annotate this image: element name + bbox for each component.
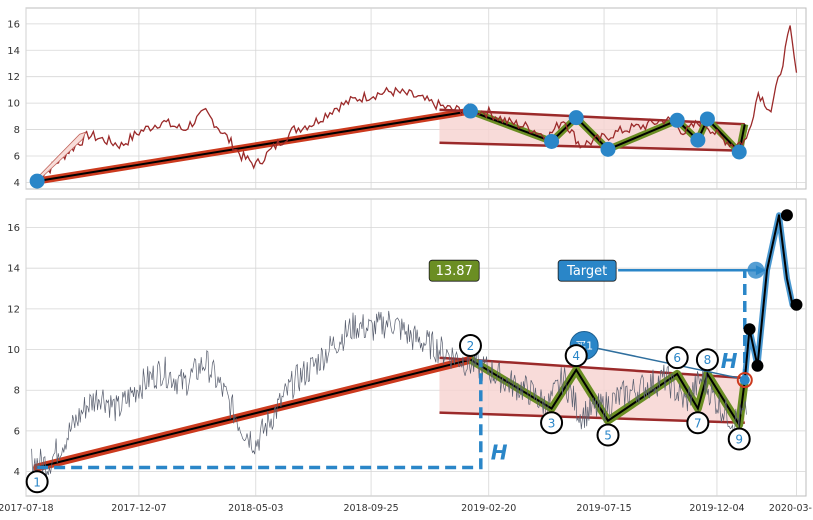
h-right-label: H: [721, 349, 738, 373]
bottom-xtick-label: 2019-07-15: [576, 503, 631, 514]
pivot-point-7: [686, 411, 710, 435]
bottom-ytick-label: 14: [7, 264, 20, 275]
pivot-point-9: [727, 427, 751, 451]
top-ytick-label: 16: [7, 19, 20, 30]
breakout-black-point: [780, 209, 793, 222]
pivot-label-9: 9: [735, 433, 743, 447]
bottom-zigzag-core: [469, 358, 746, 428]
bottom-ytick-label: 4: [14, 467, 20, 478]
breakout-black-point: [751, 359, 764, 372]
top-pivot-marker: [690, 132, 706, 148]
bottom-xtick-label: 2018-05-03: [228, 503, 283, 514]
pivot-point-6: [665, 346, 689, 370]
top-pivot-marker: [544, 133, 560, 149]
pivot-label-8: 8: [704, 353, 712, 367]
pivot-label-6: 6: [673, 351, 681, 365]
bottom-ytick-label: 8: [14, 386, 20, 397]
bottom-ytick-label: 10: [7, 345, 20, 356]
bottom-price-line: [31, 310, 747, 479]
top-pivot-marker: [699, 111, 715, 127]
bottom-trend-core-line: [36, 358, 471, 469]
breakout-core-line: [743, 214, 797, 381]
bottom-xtick-label: 2017-07-18: [0, 503, 54, 514]
bottom-xtick-label: 2019-12-04: [689, 503, 744, 514]
bottom-ytick-label: 16: [7, 223, 20, 234]
target-box: [557, 259, 617, 282]
pivot-point-4: [564, 344, 588, 368]
pivot-label-1: 1: [33, 475, 41, 489]
top-ytick-label: 10: [7, 99, 20, 110]
pivot-point-5: [596, 423, 620, 447]
top-pivot-marker: [462, 103, 478, 119]
bottom-flag-upper-line: [439, 356, 745, 380]
top-ytick-label: 14: [7, 46, 20, 57]
pivot-label-4: 4: [572, 349, 580, 363]
buy-entry-ring: [736, 372, 753, 389]
bottom-xtick-label: 2017-12-07: [111, 503, 166, 514]
bottom-xtick-label: 2019-02-20: [461, 503, 516, 514]
h-left-label: H: [491, 441, 508, 465]
buy-entry-dot: [739, 375, 750, 386]
top-pivot-marker: [29, 173, 45, 189]
pivot-label-7: 7: [694, 416, 702, 430]
breakout-black-point: [743, 323, 756, 336]
pivot-label-3: 3: [548, 416, 556, 430]
top-flag-lower-line: [439, 141, 745, 152]
top-pivot-marker: [669, 112, 685, 128]
top-pivot-marker: [568, 110, 584, 126]
bottom-xtick-label: 2018-09-25: [343, 503, 398, 514]
bottom-xtick-label: 2020-03-13: [769, 503, 813, 514]
pivot-label-5: 5: [604, 428, 612, 442]
value-box: [428, 259, 480, 282]
top-ytick-label: 4: [14, 178, 20, 189]
top-pivot-marker: [600, 141, 616, 157]
pivot-point-8: [695, 348, 719, 372]
top-ytick-label: 8: [14, 125, 20, 136]
h-left-dashed-line: [37, 359, 483, 470]
top-ytick-label: 12: [7, 72, 20, 83]
bottom-ytick-label: 6: [14, 426, 20, 437]
pivot-point-1: [25, 470, 49, 494]
bottom-plot-frame: [25, 198, 807, 497]
value-box-label: 13.87: [436, 264, 473, 279]
top-ytick-label: 6: [14, 151, 20, 162]
breakout-black-point: [790, 298, 803, 311]
target-label: Target: [566, 264, 607, 279]
top-pivot-marker: [731, 144, 747, 160]
bottom-ytick-label: 12: [7, 304, 20, 315]
pivot-point-3: [540, 411, 564, 435]
pivot-point-2: [458, 333, 482, 357]
pivot-label-2: 2: [467, 339, 475, 353]
top-trend-core-line: [36, 110, 471, 183]
target-hit-marker: [747, 261, 765, 279]
